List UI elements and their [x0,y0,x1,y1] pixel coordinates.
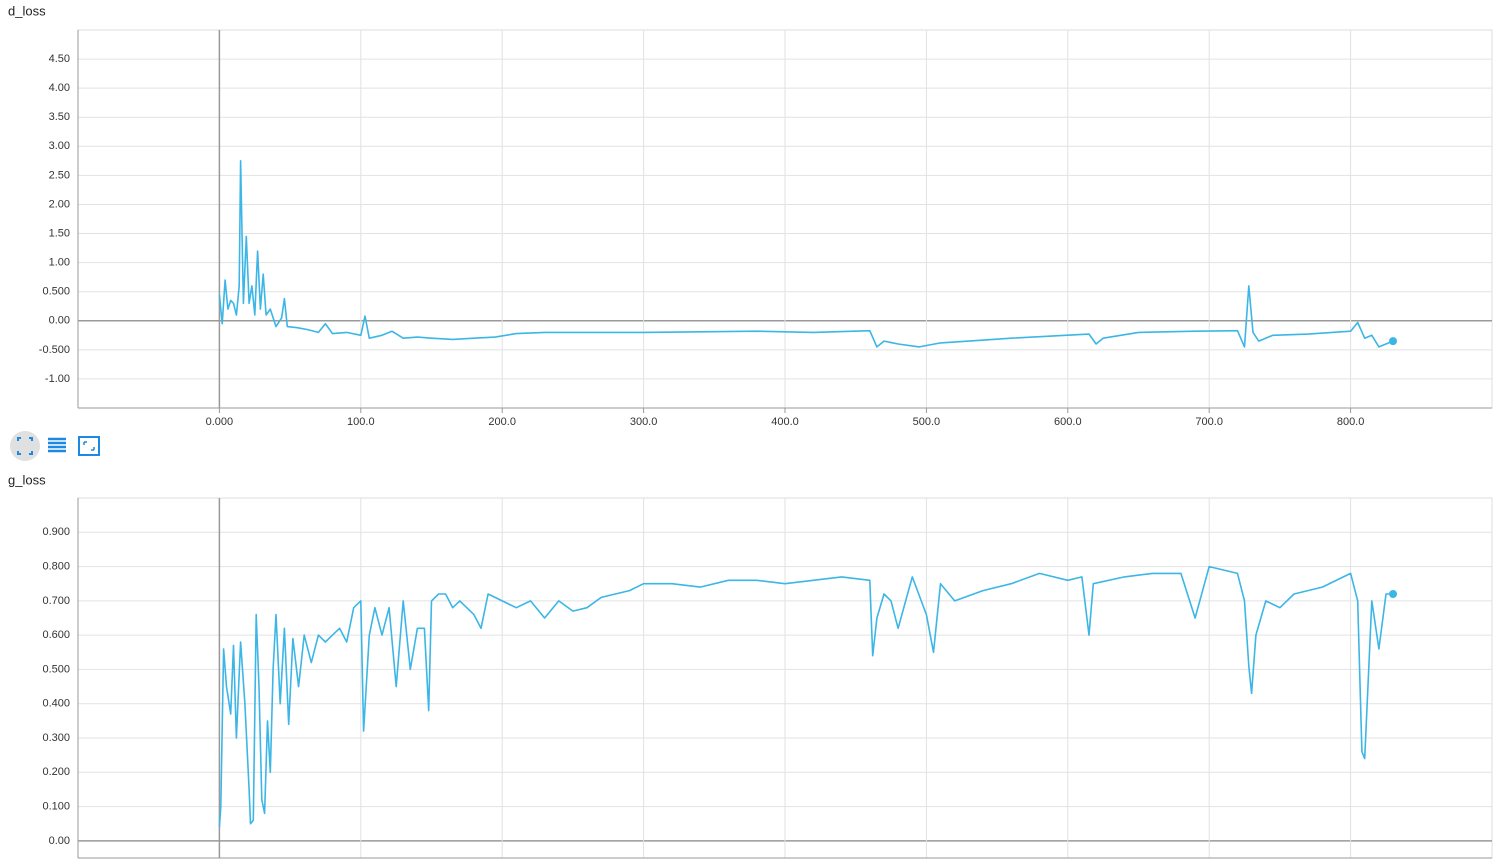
y-tick-label: 2.00 [49,198,70,210]
x-tick-label: 500.0 [913,416,941,428]
y-tick-label: 1.00 [49,257,70,269]
last-point [1389,337,1398,346]
x-tick-label: 0.000 [206,416,234,428]
y-tick-label: 0.300 [42,732,70,744]
y-tick-label: 0.800 [42,560,70,572]
x-tick-label: 300.0 [630,416,658,428]
y-tick-label: -0.500 [39,344,70,356]
y-tick-label: 0.700 [42,595,70,607]
last-point [1389,590,1398,598]
y-tick-label: 3.50 [49,111,70,123]
y-tick-label: 2.50 [49,169,70,181]
zoom-button[interactable] [78,436,100,456]
y-tick-label: 0.400 [42,698,70,710]
y-tick-label: 4.50 [49,53,70,65]
y-tick-label: 1.50 [49,227,70,239]
y-tick-label: 0.00 [49,835,70,847]
y-tick-label: 0.200 [42,766,70,778]
y-tick-label: 0.600 [42,629,70,641]
loss-line [218,160,1394,348]
fit-button[interactable] [10,431,40,461]
x-tick-label: 800.0 [1337,416,1365,428]
y-tick-label: 0.100 [42,800,70,812]
y-tick-label: 0.00 [49,315,70,327]
x-tick-label: 600.0 [1054,416,1082,428]
y-tick-label: 4.00 [49,82,70,94]
x-tick-label: 400.0 [771,416,799,428]
y-tick-label: -1.00 [45,373,70,385]
x-tick-label: 100.0 [347,416,375,428]
x-tick-label: 700.0 [1195,416,1223,428]
y-tick-label: 0.500 [42,286,70,298]
chart-title: g_loss [8,472,46,487]
y-tick-label: 0.500 [42,663,70,675]
loss-line [218,565,1393,828]
y-tick-label: 0.900 [42,526,70,538]
fit-icon [17,437,33,455]
list-button[interactable] [48,437,66,453]
zoom-icon [83,441,95,451]
toolbar [10,431,100,461]
chart-title: d_loss [8,3,46,18]
y-tick-label: 3.00 [49,140,70,152]
x-tick-label: 200.0 [488,416,516,428]
